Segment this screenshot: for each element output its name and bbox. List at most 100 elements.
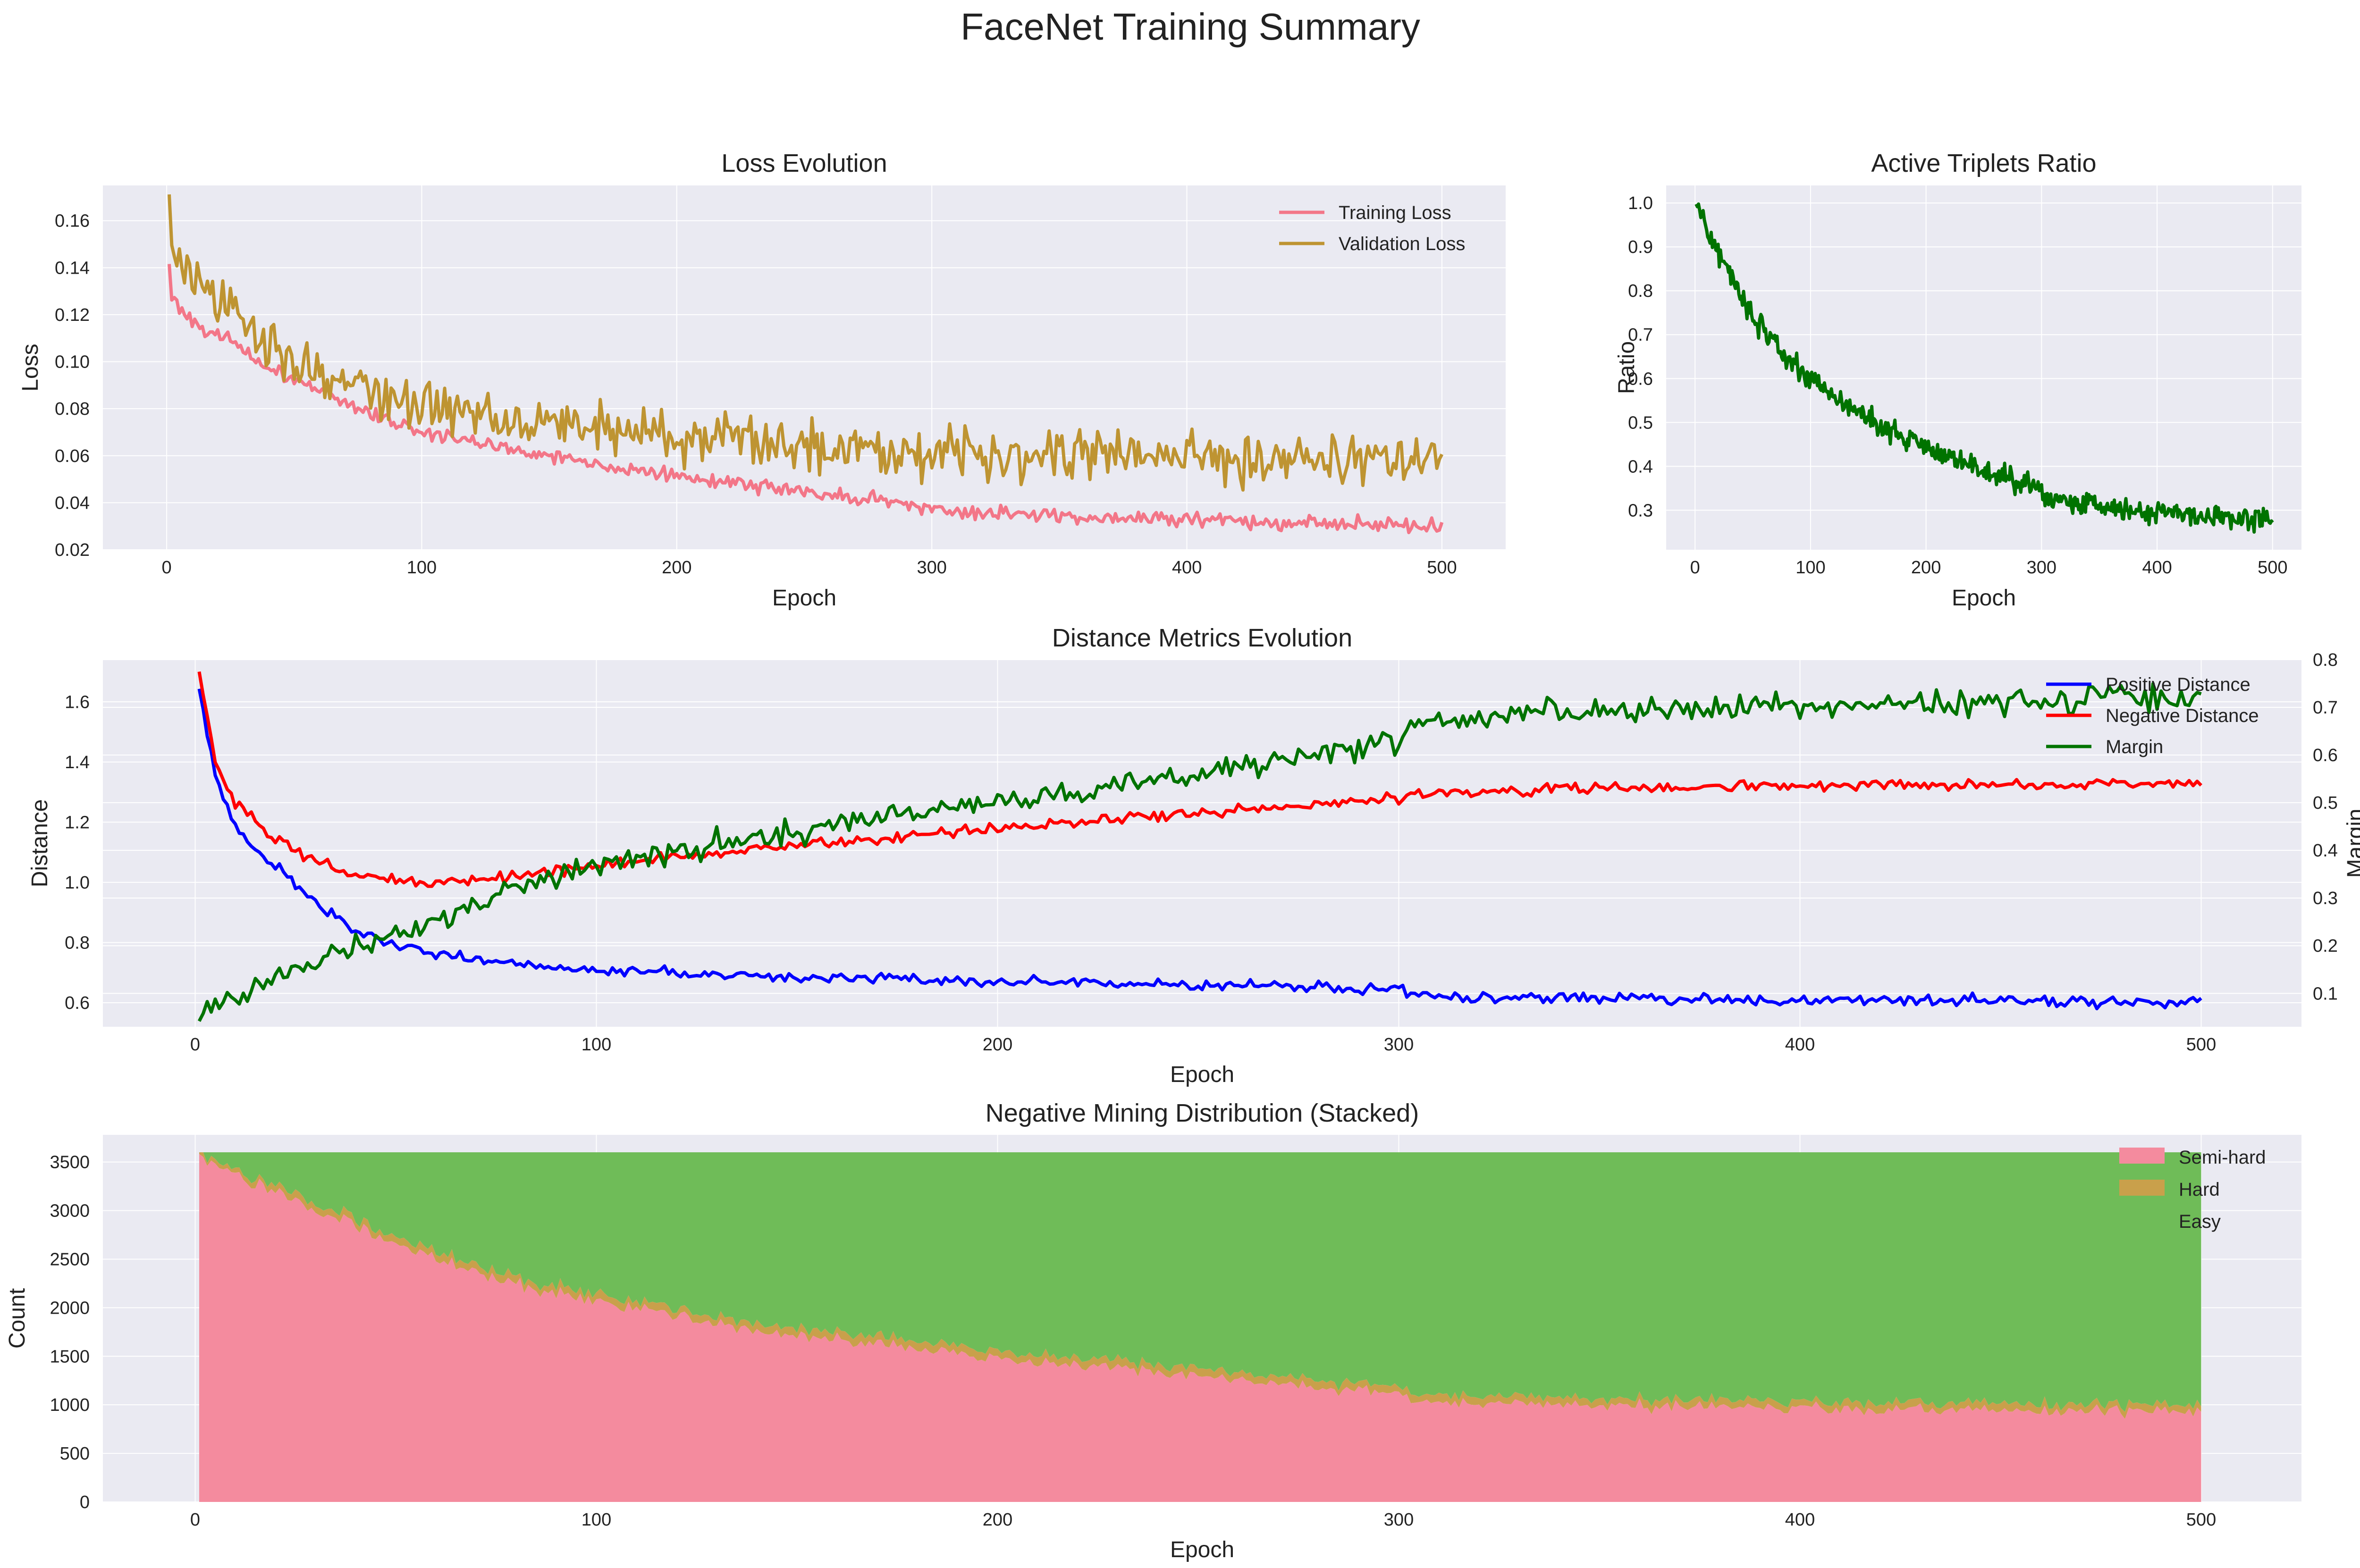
mining-chart: 0 100 200 300 400 500 0 500 1000 1500 2000 2500 300… <box>5 1099 2301 1562</box>
mining-xtick-label: 400 <box>1785 1510 1815 1530</box>
ratio-xtick-label: 100 <box>1795 558 1825 578</box>
mining-xtick-label: 100 <box>582 1510 611 1530</box>
ratio-xtick-label: 300 <box>2027 558 2057 578</box>
legend-swatch <box>2119 1180 2165 1196</box>
ratio-xtick-label: 200 <box>1911 558 1941 578</box>
distance-xlabel: Epoch <box>1170 1062 1234 1087</box>
distance-xtick-label: 200 <box>983 1035 1012 1055</box>
mining-xtick-label: 200 <box>983 1510 1012 1530</box>
ratio-xticks: 0 100 200 300 400 500 <box>1690 558 2288 578</box>
legend-label: Margin <box>2106 737 2163 757</box>
loss-ytick-label: 0.02 <box>55 540 90 560</box>
mining-ytick-label: 2500 <box>50 1249 90 1269</box>
loss-ytick-label: 0.08 <box>55 399 90 419</box>
legend-label: Hard <box>2179 1179 2220 1200</box>
loss-ytick-label: 0.14 <box>55 258 90 278</box>
ratio-ytick-label: 0.7 <box>1628 325 1653 345</box>
distance-y2ticks: 0.1 0.2 0.3 0.4 0.5 0.6 0.7 0.8 <box>2313 650 2338 1004</box>
loss-ytick-label: 0.12 <box>55 305 90 325</box>
mining-xtick-label: 300 <box>1384 1510 1414 1530</box>
mining-xlabel: Epoch <box>1170 1537 1234 1562</box>
ratio-chart: 0 100 200 300 400 500 0.3 0.4 0.5 0.6 0.7 0.8 0.9 1.… <box>1614 149 2301 611</box>
distance-ytick-label: 1.6 <box>65 692 90 712</box>
distance-xtick-label: 300 <box>1384 1035 1414 1055</box>
loss-xtick-label: 100 <box>407 558 437 578</box>
loss-grid <box>103 185 1506 550</box>
mining-ytick-label: 1500 <box>50 1347 90 1367</box>
mining-xtick-label: 0 <box>190 1510 200 1530</box>
ratio-ylabel: Ratio <box>1614 341 1639 394</box>
distance-y2tick-label: 0.1 <box>2313 984 2338 1004</box>
loss-chart: 0 100 200 300 400 500 0.02 0.04 0.06 0.08 0.10 0.1… <box>18 149 1506 611</box>
loss-title: Loss Evolution <box>721 149 887 177</box>
mining-ytick-label: 1000 <box>50 1395 90 1415</box>
distance-ytick-label: 1.2 <box>65 813 90 832</box>
distance-y2tick-label: 0.8 <box>2313 650 2338 670</box>
loss-series-group <box>168 194 1444 535</box>
distance-y2tick-label: 0.3 <box>2313 889 2338 908</box>
mining-ylabel: Count <box>5 1288 30 1349</box>
mining-ytick-label: 2000 <box>50 1298 90 1318</box>
ratio-ytick-label: 0.4 <box>1628 457 1653 477</box>
distance-series-margin <box>197 682 2202 1022</box>
legend-label: Negative Distance <box>2106 705 2259 726</box>
distance-xtick-label: 500 <box>2186 1035 2216 1055</box>
ratio-xtick-label: 0 <box>1690 558 1700 578</box>
loss-legend: Training Loss Validation Loss <box>1279 202 1465 254</box>
distance-y2tick-label: 0.7 <box>2313 698 2338 718</box>
ratio-yticks: 0.3 0.4 0.5 0.6 0.7 0.8 0.9 1.0 <box>1628 193 1653 520</box>
mining-area-easy <box>199 1152 2201 1412</box>
ratio-ytick-label: 1.0 <box>1628 193 1653 213</box>
distance-ytick-label: 0.8 <box>65 933 90 953</box>
ratio-ytick-label: 0.8 <box>1628 281 1653 301</box>
legend-label: Semi-hard <box>2179 1147 2266 1168</box>
mining-title: Negative Mining Distribution (Stacked) <box>986 1099 1419 1127</box>
distance-ytick-label: 0.6 <box>65 993 90 1013</box>
legend-label: Positive Distance <box>2106 674 2250 695</box>
loss-yticks: 0.02 0.04 0.06 0.08 0.10 0.12 0.14 0.16 <box>55 211 90 560</box>
ratio-xtick-label: 400 <box>2142 558 2172 578</box>
mining-area-semi-hard <box>199 1154 2201 1502</box>
distance-xticks: 0 100 200 300 400 500 <box>190 1035 2216 1055</box>
distance-xtick-label: 400 <box>1785 1035 1815 1055</box>
distance-y2tick-label: 0.4 <box>2313 841 2338 861</box>
distance-xtick-label: 0 <box>190 1035 200 1055</box>
distance-y2tick-label: 0.5 <box>2313 793 2338 813</box>
distance-ytick-label: 1.0 <box>65 873 90 893</box>
loss-ytick-label: 0.10 <box>55 352 90 372</box>
mining-ytick-label: 3500 <box>50 1153 90 1173</box>
distance-yticks: 0.6 0.8 1.0 1.2 1.4 1.6 <box>65 692 90 1013</box>
mining-ytick-label: 3000 <box>50 1201 90 1221</box>
loss-plot-area <box>103 185 1506 550</box>
ratio-xlabel: Epoch <box>1952 586 2016 611</box>
distance-series-group <box>197 671 2202 1022</box>
ratio-ytick-label: 0.9 <box>1628 237 1653 257</box>
legend-swatch <box>2119 1212 2165 1228</box>
distance-series-negative-distance <box>197 671 2202 888</box>
distance-plot-area <box>103 660 2301 1027</box>
distance-xtick-label: 100 <box>582 1035 611 1055</box>
mining-xtick-label: 500 <box>2186 1510 2216 1530</box>
distance-legend: Positive Distance Negative Distance Margin <box>2046 674 2259 757</box>
loss-ytick-label: 0.04 <box>55 493 90 513</box>
loss-series-validation-loss <box>168 194 1444 492</box>
ratio-grid <box>1666 185 2301 550</box>
legend-label: Easy <box>2179 1211 2221 1232</box>
loss-ytick-label: 0.16 <box>55 211 90 231</box>
mining-ytick-label: 500 <box>60 1444 90 1464</box>
loss-xtick-label: 500 <box>1427 558 1457 578</box>
mining-legend: Semi-hard Hard Easy <box>2119 1147 2266 1232</box>
mining-xticks: 0 100 200 300 400 500 <box>190 1510 2216 1530</box>
ratio-series-group <box>1694 202 2274 534</box>
distance-grid <box>103 659 2301 1027</box>
loss-xtick-label: 300 <box>917 558 946 578</box>
ratio-ytick-label: 0.6 <box>1628 369 1653 389</box>
loss-xlabel: Epoch <box>772 586 836 611</box>
loss-xtick-label: 400 <box>1172 558 1202 578</box>
ratio-series-line <box>1694 202 2274 534</box>
loss-ylabel: Loss <box>18 344 43 391</box>
distance-chart: 0 100 200 300 400 500 0.60.81.01.21.41.6 0.10… <box>27 624 2360 1087</box>
ratio-ytick-label: 0.3 <box>1628 501 1653 520</box>
distance-title: Distance Metrics Evolution <box>1052 624 1352 652</box>
